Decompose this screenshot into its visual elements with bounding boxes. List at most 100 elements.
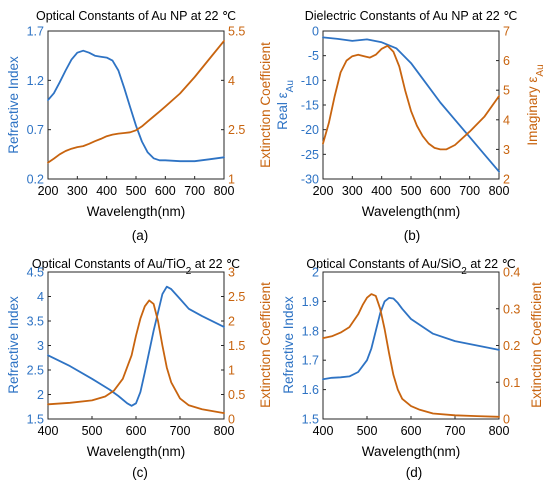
panel-b-right-axis-label: Imaginary εAu xyxy=(525,64,546,145)
panel-b-left-tick-label: -30 xyxy=(301,173,319,187)
panel-c-left-tick-label: 1.5 xyxy=(27,413,44,427)
panel-d-left-tick-label: 1.5 xyxy=(302,413,319,427)
panel-c-left-tick-label: 2 xyxy=(37,388,44,402)
panel-b-right-tick-label: 6 xyxy=(503,54,510,68)
panel-a-right-ticks: 1 2.5 4 5.5 xyxy=(221,25,245,187)
panel-b-left-axis-label: Real εAu xyxy=(275,80,296,130)
panel-d-left-series-line xyxy=(322,296,500,381)
panel-c-right-tick-label: 0.5 xyxy=(228,388,245,402)
panel-b-left-tick-label: 0 xyxy=(312,25,319,39)
panel-c-x-axis-label: Wavelength(nm) xyxy=(87,444,186,459)
panel-d-title-sub: 2 xyxy=(461,266,467,277)
panel-a-left-ticks: 0.2 0.7 1.2 1.7 xyxy=(27,25,51,187)
panel-a-left-tick-label: 1.2 xyxy=(27,74,44,88)
panel-d-x-tick-label: 800 xyxy=(489,424,510,438)
panel-a-label: (a) xyxy=(132,228,149,243)
panel-c-right-tick-label: 2.5 xyxy=(228,290,245,304)
panel-c-left-tick-label: 2.5 xyxy=(27,364,44,378)
panel-d-x-tick-label: 600 xyxy=(401,424,422,438)
panel-b-left-axis-label-main: Real ε xyxy=(275,92,290,130)
panel-a-plot-frame xyxy=(47,30,225,180)
panel-c-right-axis-label: Extinction Coefficient xyxy=(258,282,273,408)
panel-b-left-tick-label: -20 xyxy=(301,123,319,137)
panel-c-right-tick-label: 0 xyxy=(228,413,235,427)
panel-d-right-axis-label: Extinction Coefficient xyxy=(529,282,544,408)
panel-b-x-tick-label: 400 xyxy=(371,184,392,198)
panel-a-series xyxy=(47,40,225,164)
panel-d-x-tick-label: 400 xyxy=(313,424,334,438)
panel-b-chart: Dielectric Constants of Au NP at 22 ℃ -3… xyxy=(275,9,546,243)
panel-c-right-ticks: 0 0.5 1 1.5 2 2.5 3 xyxy=(221,266,245,427)
panel-b-x-axis-label: Wavelength(nm) xyxy=(362,204,461,219)
panel-c-x-tick-label: 700 xyxy=(170,424,191,438)
panel-d-left-ticks: 1.5 1.6 1.7 1.8 1.9 2 xyxy=(302,266,326,427)
panel-a-title: Optical Constants of Au NP at 22 ℃ xyxy=(36,9,236,23)
panel-c-title-sub: 2 xyxy=(186,266,192,277)
panel-a-chart: Optical Constants of Au NP at 22 ℃ 0.20.… xyxy=(6,9,273,243)
panel-a-right-series-line xyxy=(47,40,225,164)
panel-a-x-axis-label: Wavelength(nm) xyxy=(87,204,186,219)
panel-a-x-tick-label: 300 xyxy=(67,184,88,198)
panel-c-series xyxy=(47,285,225,415)
panel-d-left-tick-label: 1.9 xyxy=(302,295,319,309)
panel-b-left-tick-label: -25 xyxy=(301,148,319,162)
panel-c-title: Optical Constants of Au/TiO2 at 22 ℃ xyxy=(32,257,240,277)
panel-d-label: (d) xyxy=(406,465,423,480)
panel-c-right-series-line xyxy=(47,299,225,415)
panel-d-right-ticks: 0 0.1 0.2 0.3 0.4 xyxy=(496,266,520,427)
panel-b-right-tick-label: 4 xyxy=(503,113,510,127)
panel-c-x-tick-label: 600 xyxy=(126,424,147,438)
panel-c-chart: Optical Constants of Au/TiO2 at 22 ℃ 1.5… xyxy=(6,257,273,480)
panel-c-right-tick-label: 2 xyxy=(228,315,235,329)
panel-a-x-tick-label: 600 xyxy=(155,184,176,198)
panel-a-x-tick-label: 400 xyxy=(96,184,117,198)
panel-b-x-tick-label: 300 xyxy=(342,184,363,198)
panel-d-title-main: Optical Constants of Au/SiO xyxy=(306,257,461,271)
panel-c-left-tick-label: 3.5 xyxy=(27,315,44,329)
panel-a-x-tick-label: 500 xyxy=(126,184,147,198)
panel-d-chart: Optical Constants of Au/SiO2 at 22 ℃ 1.5… xyxy=(281,257,544,480)
panel-a-left-series-line xyxy=(47,49,225,163)
panel-d-x-ticks: 400 500 600 700 800 xyxy=(313,416,510,438)
panel-c-right-tick-label: 1.5 xyxy=(228,339,245,353)
panel-d-left-tick-label: 1.7 xyxy=(302,354,319,368)
panel-b-plot-frame xyxy=(322,30,500,180)
panel-c-left-tick-label: 4 xyxy=(37,290,44,304)
panel-c-x-tick-label: 800 xyxy=(214,424,235,438)
panel-a-right-tick-label: 5.5 xyxy=(228,25,245,39)
panel-b-left-ticks: -30 -25 -20 -15 -10 -5 0 xyxy=(301,25,326,187)
panel-d-right-tick-label: 0 xyxy=(503,413,510,427)
panel-a-right-tick-label: 4 xyxy=(228,74,235,88)
panel-c-right-tick-label: 3 xyxy=(228,266,235,280)
panel-b-left-tick-label: -10 xyxy=(301,74,319,88)
panel-b-series xyxy=(322,36,500,173)
panel-d-series xyxy=(322,293,500,418)
panel-b-label: (b) xyxy=(404,228,421,243)
panel-c-left-series-line xyxy=(47,285,225,407)
panel-d-left-tick-label: 2 xyxy=(312,266,319,280)
panel-d-left-tick-label: 1.8 xyxy=(302,324,319,338)
panel-d-right-tick-label: 0.1 xyxy=(503,376,520,390)
panel-a-x-ticks: 200 300 400 500 600 700 800 xyxy=(38,176,234,198)
panel-d-x-axis-label: Wavelength(nm) xyxy=(362,444,461,459)
panel-c-left-tick-label: 4.5 xyxy=(27,266,44,280)
panel-b-left-series-line xyxy=(322,36,500,173)
panel-a-x-tick-label: 200 xyxy=(38,184,59,198)
panel-a-left-axis-label: Refractive Index xyxy=(6,56,21,154)
panel-c-plot-frame xyxy=(47,271,225,420)
panel-b-x-tick-label: 800 xyxy=(489,184,510,198)
panel-c-left-tick-label: 3 xyxy=(37,339,44,353)
panel-b-x-tick-label: 500 xyxy=(401,184,422,198)
panel-b-right-tick-label: 5 xyxy=(503,84,510,98)
panel-b-x-tick-label: 200 xyxy=(313,184,334,198)
panel-c-x-tick-label: 500 xyxy=(82,424,103,438)
panel-b-x-tick-label: 600 xyxy=(430,184,451,198)
panel-c-x-tick-label: 400 xyxy=(38,424,59,438)
panel-b-right-ticks: 2 3 4 5 6 7 xyxy=(496,25,510,187)
panel-b-right-series-line xyxy=(322,44,500,151)
panel-c-label: (c) xyxy=(132,465,148,480)
panel-d-right-series-line xyxy=(322,293,500,418)
panel-c-left-ticks: 1.5 2 2.5 3 3.5 4 4.5 xyxy=(27,266,51,427)
panel-a-right-axis-label: Extinction Coefficient xyxy=(258,42,273,168)
